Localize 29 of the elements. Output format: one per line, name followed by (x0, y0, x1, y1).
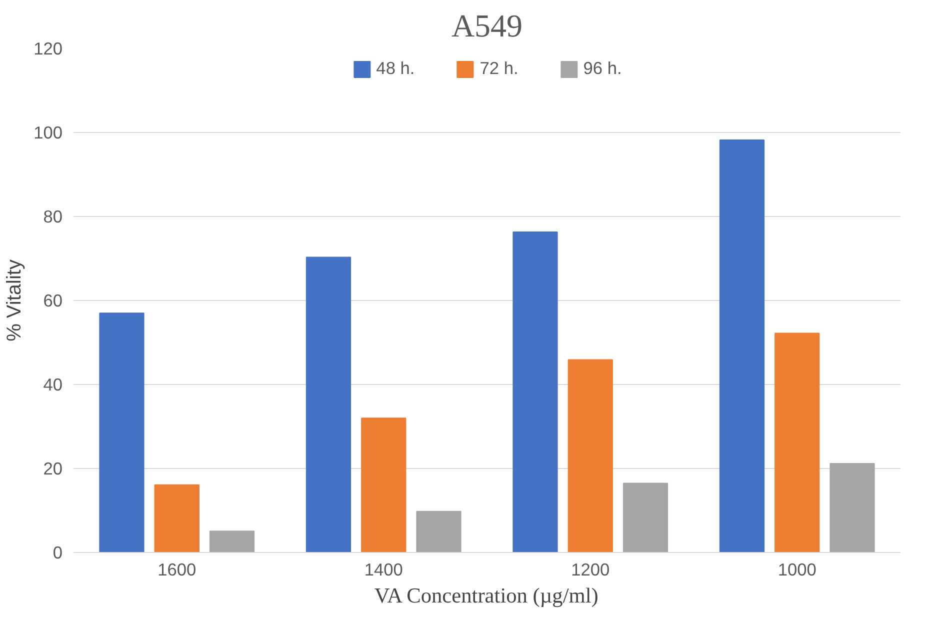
y-tick-label: 40 (43, 374, 63, 394)
legend-label: 48 h. (376, 58, 415, 79)
bar (622, 482, 668, 552)
bar (512, 232, 558, 552)
x-tick-label: 1400 (364, 560, 403, 580)
bar (719, 140, 765, 552)
bar (154, 484, 200, 552)
x-tick-label: 1600 (158, 560, 196, 580)
y-tick-label: 80 (43, 206, 63, 226)
y-tick-label: 100 (34, 122, 63, 142)
bar (568, 359, 613, 552)
bar (361, 418, 406, 552)
y-tick-label: 60 (43, 290, 63, 310)
legend-label: 72 h. (480, 58, 518, 79)
chart-title: A549 (451, 8, 523, 44)
bar (416, 510, 462, 552)
bar (209, 530, 255, 552)
x-tick-label: 1000 (778, 560, 816, 580)
bar (306, 256, 352, 552)
legend-label: 96 h. (583, 58, 622, 79)
bar (830, 462, 875, 552)
x-axis-title: VA Concentration (µg/ml) (374, 584, 598, 608)
x-tick-label: 1200 (571, 560, 610, 580)
bar (99, 312, 144, 552)
y-tick-label: 120 (34, 38, 63, 58)
y-tick-label: 0 (52, 542, 63, 562)
y-tick-label: 20 (43, 458, 63, 478)
bar (774, 332, 820, 552)
y-axis-title: % Vitality (4, 260, 26, 342)
